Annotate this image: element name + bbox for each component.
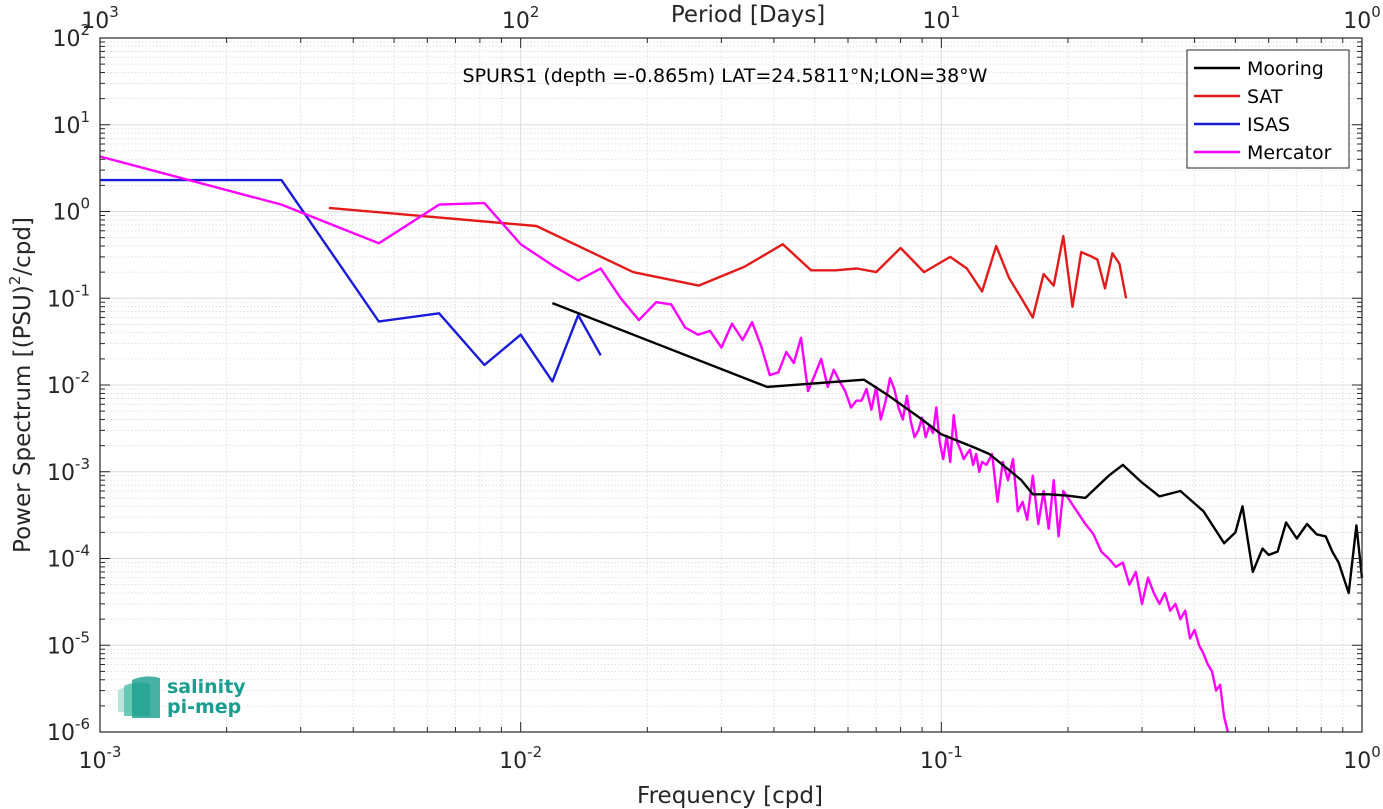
y-tick-label-base: 10 bbox=[52, 27, 80, 52]
y-tick-label-base: 10 bbox=[47, 374, 75, 399]
top-tick-label: 101 bbox=[923, 3, 961, 34]
x-tick-label-exp: 0 bbox=[1371, 743, 1381, 761]
series-line-sat bbox=[328, 206, 1128, 319]
legend-label-mooring: Mooring bbox=[1247, 58, 1324, 80]
y-tick-label-exp: 1 bbox=[80, 108, 90, 126]
x-tick-label: 10-3 bbox=[79, 743, 122, 774]
y-tick-label-exp: -6 bbox=[75, 715, 90, 733]
y-tick-label: 102 bbox=[52, 21, 90, 52]
y-tick-label: 10-3 bbox=[47, 455, 90, 486]
logo-mark-icon bbox=[118, 676, 160, 718]
chart-title: SPURS1 (depth =-0.865m) LAT=24.5811°N;LO… bbox=[463, 65, 988, 87]
x-tick-label: 10-2 bbox=[499, 743, 542, 774]
series-line-isas bbox=[100, 178, 602, 383]
y-tick-label-base: 10 bbox=[47, 287, 75, 312]
x-tick-label-exp: -3 bbox=[107, 743, 122, 761]
x-tick-label-base: 10 bbox=[1343, 749, 1371, 774]
y-tick-label-base: 10 bbox=[47, 721, 75, 746]
top-tick-label-exp: 3 bbox=[109, 3, 119, 21]
series-line-mooring bbox=[551, 301, 1364, 595]
y-tick-label: 10-6 bbox=[47, 715, 90, 746]
top-tick-label-base: 10 bbox=[502, 9, 530, 34]
top-tick-label: 100 bbox=[1343, 3, 1381, 34]
legend-label-isas: ISAS bbox=[1247, 114, 1290, 136]
y-tick-label-exp: -2 bbox=[75, 368, 90, 386]
x-tick-label-base: 10 bbox=[920, 749, 948, 774]
top-tick-label-exp: 1 bbox=[951, 3, 961, 21]
y-tick-label-base: 10 bbox=[52, 201, 80, 226]
y-axis-label-sup: 2 bbox=[6, 276, 24, 286]
top-axis-label: Period [Days] bbox=[671, 2, 825, 28]
y-tick-label: 10-2 bbox=[47, 368, 90, 399]
top-tick-label-exp: 0 bbox=[1371, 3, 1381, 21]
top-tick-labels: 103 102 101 100 bbox=[81, 3, 1381, 34]
x-tick-label-base: 10 bbox=[499, 749, 527, 774]
y-tick-label: 100 bbox=[52, 195, 90, 226]
legend-box bbox=[1186, 49, 1350, 169]
top-tick-label-exp: 2 bbox=[530, 3, 540, 21]
x-tick-label-base: 10 bbox=[79, 749, 107, 774]
y-tick-label-base: 10 bbox=[47, 548, 75, 573]
top-tick-label-base: 10 bbox=[81, 9, 109, 34]
x-axis-label: Frequency [cpd] bbox=[637, 783, 823, 809]
y-tick-label: 101 bbox=[52, 108, 90, 139]
tick-marks bbox=[99, 37, 1363, 733]
legend-label-mercator: Mercator bbox=[1247, 142, 1332, 164]
y-axis-label-prefix: Power Spectrum [(PSU) bbox=[10, 285, 36, 553]
y-tick-label-base: 10 bbox=[47, 634, 75, 659]
y-tick-label: 10-4 bbox=[47, 542, 90, 573]
logo-line2: pi-mep bbox=[167, 696, 241, 718]
x-tick-label: 100 bbox=[1343, 743, 1381, 774]
y-tick-label: 10-5 bbox=[47, 628, 90, 659]
top-tick-label: 103 bbox=[81, 3, 119, 34]
x-tick-label-exp: -2 bbox=[527, 743, 542, 761]
y-tick-label-exp: 0 bbox=[80, 195, 90, 213]
y-axis-label-suffix: /cpd] bbox=[10, 217, 36, 276]
top-tick-label-base: 10 bbox=[1343, 9, 1371, 34]
y-tick-label-exp: -5 bbox=[75, 628, 90, 646]
y-tick-label-base: 10 bbox=[52, 114, 80, 139]
x-tick-label-exp: -1 bbox=[948, 743, 963, 761]
logo-line1: salinity bbox=[167, 676, 246, 698]
x-tick-label: 10-1 bbox=[920, 743, 963, 774]
salinity-pi-mep-logo: salinity pi-mep bbox=[118, 676, 246, 718]
legend: Mooring SAT ISAS Mercator bbox=[1186, 49, 1350, 169]
y-tick-label-base: 10 bbox=[47, 461, 75, 486]
y-tick-label-exp: 2 bbox=[80, 21, 90, 39]
series-layer bbox=[99, 155, 1364, 733]
y-tick-label-exp: -3 bbox=[75, 455, 90, 473]
top-tick-label: 102 bbox=[502, 3, 540, 34]
y-tick-label: 10-1 bbox=[47, 281, 90, 312]
top-tick-label-base: 10 bbox=[923, 9, 951, 34]
y-tick-label-exp: -1 bbox=[75, 281, 90, 299]
legend-label-sat: SAT bbox=[1247, 86, 1283, 108]
y-tick-label-exp: -4 bbox=[75, 542, 90, 560]
x-tick-labels: 10-3 10-2 10-1 100 bbox=[79, 743, 1381, 774]
y-axis-label: Power Spectrum [(PSU)2/cpd] bbox=[6, 217, 36, 553]
